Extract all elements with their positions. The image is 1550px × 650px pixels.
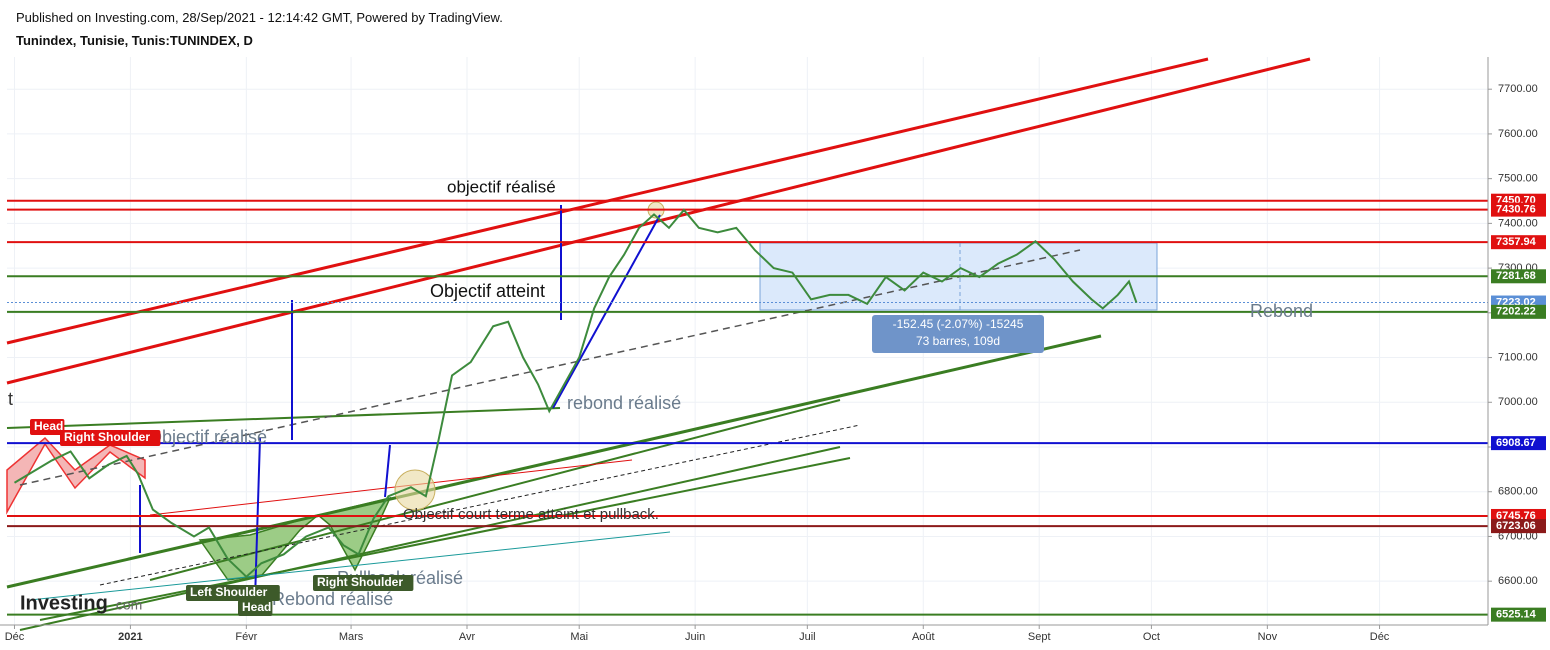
pattern-label: Head xyxy=(34,419,63,433)
trend-line xyxy=(19,446,841,631)
trend-line xyxy=(29,531,671,601)
trend-line xyxy=(6,407,561,429)
y-tick-label: 7100.00 xyxy=(1498,351,1538,363)
annotation: rebond réalisé xyxy=(567,393,681,413)
x-tick-label: Sept xyxy=(1028,631,1051,643)
x-tick-label: Oct xyxy=(1143,631,1160,643)
measure-label: -152.45 (-2.07%) -15245 xyxy=(893,317,1024,331)
pattern-label: Left Shoulder xyxy=(190,585,268,599)
x-tick-label: 2021 xyxy=(118,631,142,643)
annotation: Objectif atteint xyxy=(430,281,545,301)
pattern-label-bg xyxy=(186,585,280,601)
level-label-bg xyxy=(1491,269,1546,284)
level-label: 6525.14 xyxy=(1496,609,1537,621)
annotation: t xyxy=(8,389,13,409)
x-tick-label: Nov xyxy=(1258,631,1278,643)
pattern-shape xyxy=(6,436,146,515)
y-tick-label: 7700.00 xyxy=(1498,83,1538,95)
trend-line xyxy=(39,457,851,621)
arrow xyxy=(254,437,261,601)
level-label: 7281.68 xyxy=(1496,270,1536,282)
level-label: 6723.06 xyxy=(1496,520,1536,532)
symbol-title: Tunindex, Tunisie, Tunis:TUNINDEX, D xyxy=(16,33,253,48)
arrow xyxy=(384,444,391,498)
level-label-bg xyxy=(1491,607,1546,622)
y-tick-label: 6600.00 xyxy=(1498,575,1538,587)
published-note: Published on Investing.com, 28/Sep/2021 … xyxy=(16,10,503,25)
y-tick-label: 7600.00 xyxy=(1498,128,1538,140)
pattern-label: Head xyxy=(242,600,271,614)
x-tick-label: Avr xyxy=(459,631,476,643)
pattern-label-bg xyxy=(60,430,161,446)
y-tick-label: 7000.00 xyxy=(1498,396,1538,408)
x-tick-label: Févr xyxy=(235,631,257,643)
level-label-bg xyxy=(1491,202,1546,217)
trend-line xyxy=(6,57,1311,385)
level-label: 7430.76 xyxy=(1496,204,1536,216)
annotation: Rebond xyxy=(1250,301,1313,321)
level-label-bg xyxy=(1491,519,1546,534)
level-label: 7357.94 xyxy=(1496,236,1537,248)
annotation: Objectif court terme atteint et pullback… xyxy=(403,506,659,523)
level-label-bg xyxy=(1491,235,1546,250)
x-tick-label: Déc xyxy=(1370,631,1390,643)
x-tick-label: Mars xyxy=(339,631,364,643)
x-tick-label: Déc xyxy=(5,631,25,643)
level-label-bg xyxy=(1491,436,1546,451)
measure-label-bg xyxy=(872,315,1044,353)
trend-line xyxy=(6,334,1102,589)
annotation: objectif réalisé xyxy=(447,177,556,196)
pattern-label: Right Shoulder xyxy=(64,430,150,444)
x-tick-label: Juil xyxy=(799,631,816,643)
annotation: Objectif réalisé xyxy=(148,427,267,447)
price-line xyxy=(13,208,1138,579)
y-tick-label: 7500.00 xyxy=(1498,173,1538,185)
drawings xyxy=(6,57,1311,631)
annotation: Rebond réalisé xyxy=(272,589,393,609)
x-tick-label: Mai xyxy=(570,631,588,643)
y-tick-label: 6800.00 xyxy=(1498,486,1538,498)
logo: Investing .com xyxy=(20,592,142,614)
x-tick-label: Juin xyxy=(685,631,705,643)
pattern-label-bg xyxy=(238,600,273,616)
logo-suffix: .com xyxy=(112,597,142,613)
pattern-label: Right Shoulder xyxy=(317,575,403,589)
y-tick-label: 6700.00 xyxy=(1498,530,1538,542)
level-label: 7202.22 xyxy=(1496,306,1536,318)
logo-brand: Investing xyxy=(20,592,108,614)
level-label-bg xyxy=(1491,304,1546,319)
x-tick-label: Août xyxy=(912,631,935,643)
measure-label: 73 barres, 109d xyxy=(916,334,1000,348)
trend-line xyxy=(149,459,633,516)
y-tick-label: 7400.00 xyxy=(1498,217,1538,229)
pattern-label-bg xyxy=(313,575,414,591)
level-label: 6745.76 xyxy=(1496,510,1536,522)
pattern-label-bg xyxy=(30,419,65,435)
level-label: 6908.67 xyxy=(1496,437,1536,449)
